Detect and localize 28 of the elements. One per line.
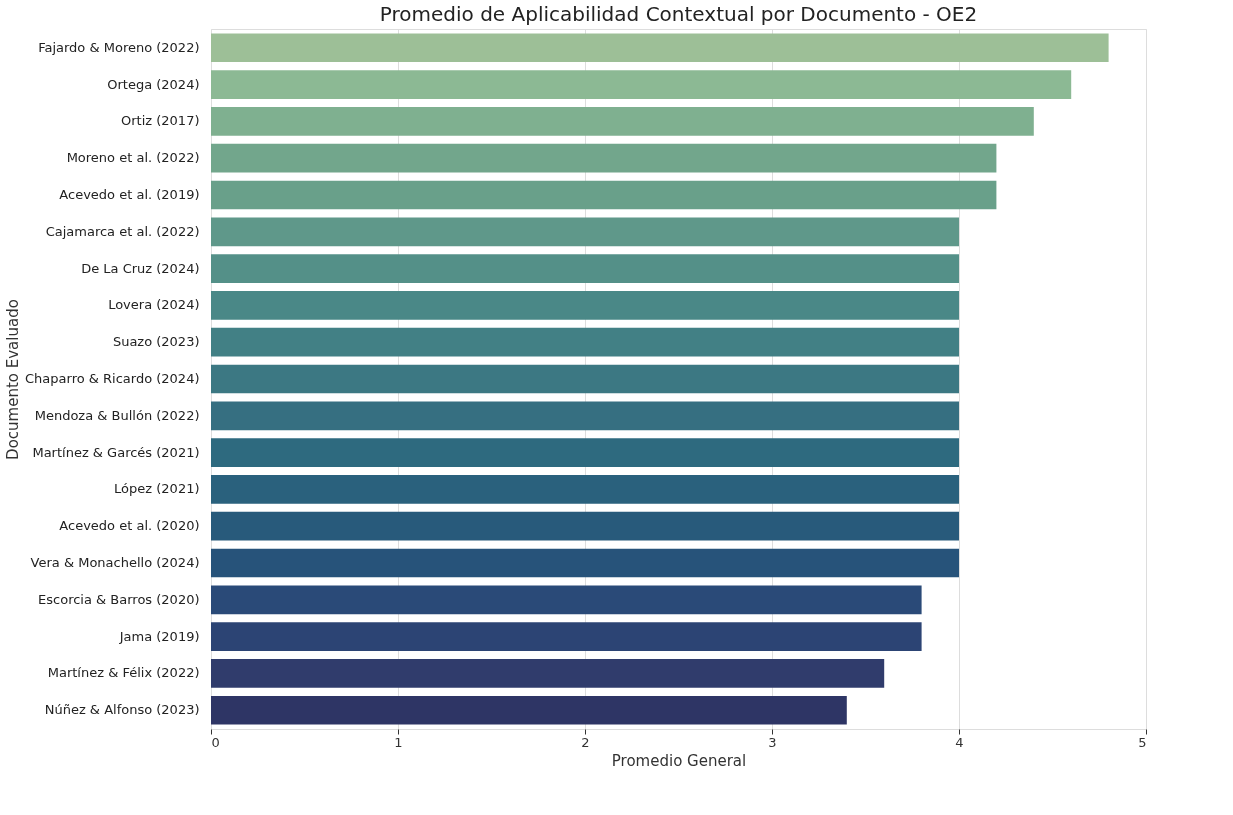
x-tick-label: 1 (394, 734, 403, 750)
y-axis-title: Documento Evaluado (4, 299, 23, 460)
y-tick-label: Mendoza & Bullón (2022) (34, 407, 200, 423)
y-tick-label: Suazo (2023) (112, 334, 200, 350)
y-tick-label: Acevedo et al. (2019) (59, 186, 200, 202)
y-tick-label: Martínez & Garcés (2021) (32, 444, 200, 460)
x-tick-label: 0 (211, 734, 220, 750)
y-tick-label: López (2021) (114, 481, 200, 497)
y-tick-label: Acevedo et al. (2020) (59, 518, 200, 534)
y-tick-label: Cajamarca et al. (2022) (45, 223, 200, 239)
y-tick-label: Martínez & Félix (2022) (47, 665, 200, 681)
y-tick-label: Moreno et al. (2022) (66, 150, 200, 166)
y-tick-label: Fajardo & Moreno (2022) (38, 39, 200, 55)
x-tick-label: 4 (955, 734, 964, 750)
x-axis-title: Promedio General (611, 751, 747, 770)
y-tick-label: Ortiz (2017) (121, 113, 200, 129)
x-tick-label: 2 (581, 734, 590, 750)
x-tick-label: 5 (1138, 734, 1147, 750)
y-tick-label: Vera & Monachello (2024) (30, 555, 200, 571)
y-tick-label: Lovera (2024) (108, 297, 200, 313)
y-tick-label: Ortega (2024) (107, 76, 200, 92)
chart-title: Promedio de Aplicabilidad Contextual por Documento - OE2 (379, 2, 978, 26)
x-tick-label: 3 (768, 734, 777, 750)
y-tick-label: Chaparro & Ricardo (2024) (25, 371, 200, 386)
y-tick-label: Núñez & Alfonso (2023) (44, 702, 200, 718)
y-tick-label: Escorcia & Barros (2020) (38, 591, 200, 607)
y-tick-label: Jama (2019) (118, 628, 200, 644)
y-tick-label: De La Cruz (2024) (81, 260, 200, 276)
